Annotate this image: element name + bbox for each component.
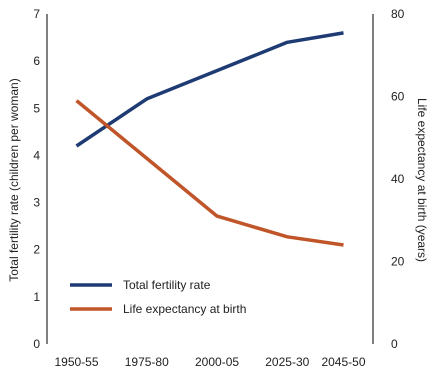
left-y-tick-label: 6 [33,54,40,68]
left-y-tick-label: 7 [33,7,40,21]
right-y-axis-title: Life expectancy at birth (years) [415,98,427,262]
x-tick-label: 2025-30 [265,355,309,369]
left-y-tick-label: 3 [33,196,40,210]
life-expectancy-line [77,101,344,245]
x-tick-label: 1975-80 [125,355,169,369]
x-tick-label: 1950-55 [54,355,98,369]
left-y-tick-label: 2 [33,243,40,257]
right-y-tick-label: 40 [391,172,405,186]
x-tick-label: 2045-50 [321,355,365,369]
fertility-rate-line [77,33,344,146]
left-y-axis-title: Total fertility rate (children per woman… [7,78,21,281]
right-y-tick-labels: 0 20 40 60 80 [391,7,405,351]
legend-label-fertility: Total fertility rate [123,278,211,292]
legend: Total fertility rate Life expectancy at … [70,278,246,316]
left-y-tick-label: 4 [33,148,40,162]
left-y-tick-label: 5 [33,101,40,115]
x-tick-labels: 1950-55 1975-80 2000-05 2025-30 2045-50 [54,355,365,369]
series-layer [76,33,343,245]
left-y-tick-label: 1 [33,290,40,304]
left-y-tick-labels: 0 1 2 3 4 5 6 7 [33,7,40,351]
legend-label-life-expectancy: Life expectancy at birth [123,302,246,316]
axes-layer [47,14,373,344]
right-y-tick-label: 20 [391,255,405,269]
right-y-tick-label: 80 [391,7,405,21]
right-y-tick-label: 60 [391,90,405,104]
right-y-tick-label: 0 [391,337,398,351]
x-tick-label: 2000-05 [195,355,239,369]
left-y-tick-label: 0 [33,337,40,351]
